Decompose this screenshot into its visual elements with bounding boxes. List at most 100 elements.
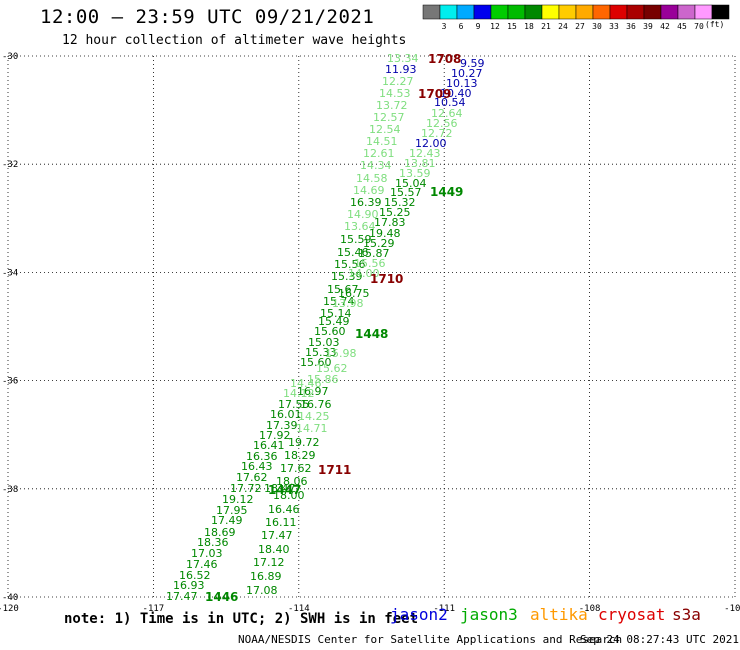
colorbar-label: 3 — [442, 22, 447, 31]
credit-line: NOAA/NESDIS Center for Satellite Applica… — [238, 633, 623, 646]
colorbar-label: 30 — [592, 22, 602, 31]
colorbar-box — [694, 4, 713, 20]
wave-height-value: 13.59 — [399, 167, 431, 180]
wave-height-value: 17.83 — [374, 216, 406, 229]
colorbar-box — [575, 4, 594, 20]
wave-height-value: 18.40 — [258, 543, 290, 556]
wave-height-value: 17.03 — [191, 547, 223, 560]
wave-height-value: 15.03 — [308, 336, 340, 349]
wave-height-value: 19.48 — [369, 227, 401, 240]
colorbar-label: 12 — [490, 22, 500, 31]
colorbar-label: 39 — [643, 22, 653, 31]
wave-height-value: 16.41 — [253, 439, 285, 452]
wave-height-value: 13.98 — [332, 297, 364, 310]
wave-height-value: 17.62 — [236, 471, 268, 484]
wave-height-value: 13.72 — [376, 99, 408, 112]
wave-height-value: 17.62 — [280, 462, 312, 475]
colorbar-units: (ft) — [705, 20, 725, 29]
wave-height-value: 15.39 — [331, 270, 363, 283]
colorbar-label: 36 — [626, 22, 636, 31]
colorbar-label: 18 — [524, 22, 534, 31]
wave-height-values: 13.3411.9312.2714.5313.7212.5712.5414.51… — [166, 52, 485, 603]
wave-height-value: 10.54 — [434, 96, 466, 109]
wave-height-value: 15.60 — [314, 325, 346, 338]
wave-height-value: 12.43 — [409, 147, 441, 160]
wave-height-value: 14.69 — [353, 184, 385, 197]
y-tick-label: -38 — [2, 485, 18, 495]
wave-height-value: 18.06 — [276, 475, 308, 488]
wave-height-value: 15.98 — [325, 347, 357, 360]
x-tick-label: -111 — [433, 604, 455, 614]
wave-height-value: 13.81 — [404, 157, 436, 170]
wave-height-value: 14.53 — [379, 87, 411, 100]
wave-height-value: 15.59 — [340, 233, 372, 246]
wave-height-value: 15.67 — [327, 283, 359, 296]
wave-height-value: 14.90 — [347, 208, 379, 221]
wave-height-value: 15.87 — [358, 247, 390, 260]
y-tick-label: -32 — [2, 160, 18, 170]
colorbar-label: 6 — [459, 22, 464, 31]
wave-height-value: 15.49 — [318, 315, 350, 328]
wave-height-value: 19.12 — [222, 493, 254, 506]
wave-height-value: 17.39 — [266, 419, 298, 432]
colorbar-box — [490, 4, 509, 20]
wave-height-value: 13.34 — [387, 52, 419, 65]
wave-height-value: 12.61 — [363, 147, 395, 160]
wave-height-value: 16.76 — [300, 398, 332, 411]
wave-height-value: 15.56 — [334, 258, 366, 271]
wave-height-value: 13.64 — [344, 220, 376, 233]
wave-height-value: 11.93 — [385, 63, 417, 76]
colorbar-label: 45 — [677, 22, 687, 31]
colorbar-box — [541, 4, 560, 20]
wave-height-value: 17.55 — [278, 398, 310, 411]
wave-height-value: 16.52 — [179, 569, 211, 582]
colorbar-label: 42 — [660, 22, 670, 31]
footnote: note: 1) Time is in UTC; 2) SWH is in fe… — [64, 611, 419, 627]
wave-height-value: 18.36 — [197, 536, 229, 549]
wave-height-value: 14.34 — [360, 159, 392, 172]
y-tick-label: -30 — [2, 52, 18, 62]
wave-height-value: 12.56 — [426, 117, 458, 130]
colorbar-box — [626, 4, 645, 20]
wave-height-value: 17.92 — [259, 429, 291, 442]
colorbar-label: 9 — [476, 22, 481, 31]
x-tick-label: -120 — [0, 604, 19, 614]
satellite-legend-item: jason2 — [390, 605, 448, 624]
wave-height-value: 16.93 — [173, 579, 205, 592]
pass-number-label: 1708 — [428, 52, 461, 66]
wave-height-value: 14.51 — [366, 135, 398, 148]
wave-height-value: 12.00 — [415, 137, 447, 150]
colorbar-label: 24 — [558, 22, 568, 31]
wave-height-value: 12.54 — [369, 123, 401, 136]
colorbar-label: 27 — [575, 22, 585, 31]
satellite-legend-item: jason3 — [460, 605, 518, 624]
wave-height-value: 16.89 — [250, 570, 282, 583]
colorbar-box — [711, 4, 730, 20]
generated-timestamp: Sep 24 08:27:43 UTC 2021 — [580, 633, 739, 646]
wave-height-value: 14.71 — [296, 422, 328, 435]
wave-height-value: 17.49 — [211, 514, 243, 527]
pass-labels: 1708 1709 1449 1710 1448 1711 1447 1446 — [205, 52, 463, 604]
wave-height-value: 16.01 — [270, 408, 302, 421]
y-tick-label: -36 — [2, 377, 18, 387]
wave-height-value: 15.46 — [337, 246, 369, 259]
x-tick-label: -114 — [288, 604, 310, 614]
colorbar: 3 6 9 12 15 18 21 24 27 30 33 36 39 42 45 70 — [422, 4, 730, 31]
x-tick-label: -108 — [579, 604, 601, 614]
wave-height-value: 16.11 — [265, 516, 297, 529]
colorbar-label: 15 — [507, 22, 517, 31]
wave-height-value: 15.29 — [363, 237, 395, 250]
satellite-legend-item: cryosat — [598, 605, 666, 624]
wave-height-value: 17.47 — [261, 529, 293, 542]
satellite-legend-item: s3a — [672, 605, 701, 624]
wave-height-value: 15.33 — [305, 346, 337, 359]
wave-height-value: 12.27 — [382, 75, 414, 88]
wave-height-value: 19.72 — [288, 436, 320, 449]
wave-height-value: 14.12 — [283, 387, 315, 400]
wave-height-value: 14.58 — [356, 172, 388, 185]
wave-height-value: 18.29 — [284, 449, 316, 462]
colorbar-box — [558, 4, 577, 20]
pass-number-label: 1447 — [268, 483, 301, 497]
colorbar-box — [677, 4, 696, 20]
satellite-legend-item: altika — [530, 605, 588, 624]
